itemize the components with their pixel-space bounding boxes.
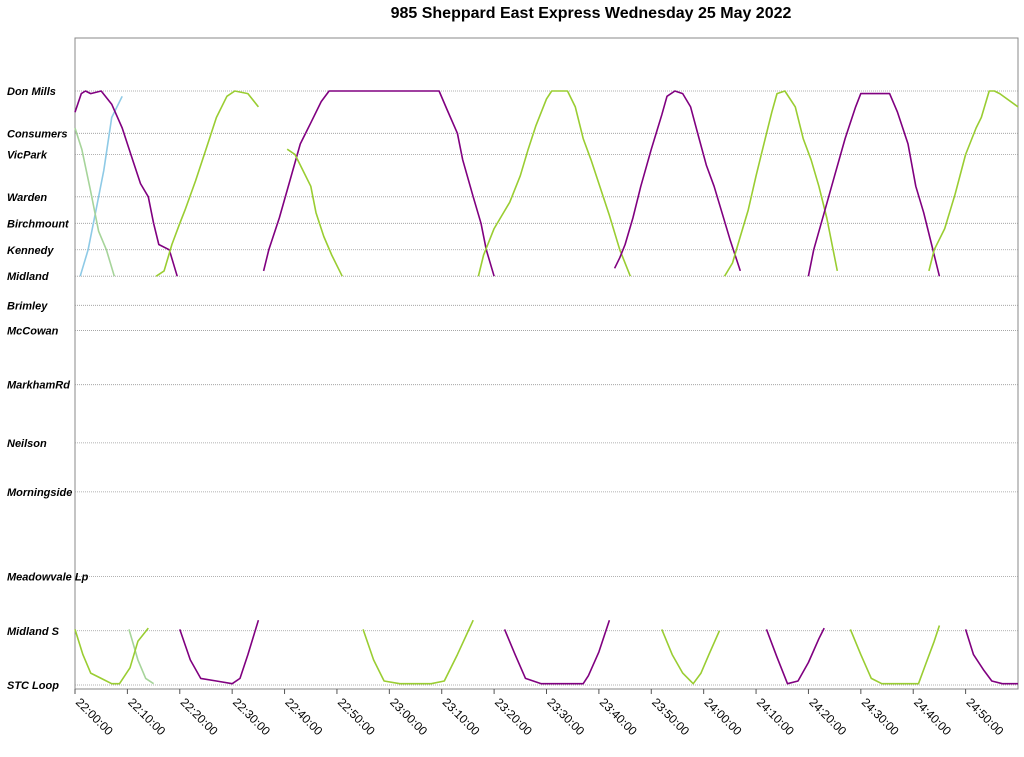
trip-line-8 [286,148,343,277]
trip-line-19 [928,90,1019,272]
x-tick-label: 22:10:00 [125,695,168,738]
trip-line-12 [613,90,742,272]
grid-lines [75,90,1018,686]
x-tick-label: 23:50:00 [649,695,692,738]
y-tick-label: Birchmount [7,218,70,230]
y-tick-label: Brimley [7,300,48,312]
y-tick-label: Consumers [7,128,68,140]
trip-line-0 [79,95,123,277]
trip-line-16 [807,92,941,277]
x-tick-label: 23:40:00 [597,695,640,738]
x-tick-label: 24:10:00 [754,695,797,738]
trip-line-14 [765,627,825,685]
x-tick-label: 23:00:00 [387,695,430,738]
trip-line-7 [262,90,495,277]
x-tick-label: 23:30:00 [544,695,587,738]
x-tick-label: 22:30:00 [230,695,273,738]
x-tick-label: 22:50:00 [335,695,378,738]
y-tick-label: Midland S [7,626,60,638]
x-tick-label: 22:00:00 [73,695,116,738]
plot-area-border [74,37,1019,690]
trip-line-17 [849,625,941,685]
trip-line-13 [661,629,721,685]
trip-line-2 [128,629,155,685]
trip-line-15 [723,90,839,277]
y-tick-label: Kennedy [7,245,54,257]
y-tick-label: Neilson [7,438,47,450]
x-tick-label: 24:40:00 [911,695,954,738]
y-tick-label: McCowan [7,325,59,337]
chart-title: 985 Sheppard East Express Wednesday 25 M… [390,5,792,22]
trip-line-11 [477,90,632,277]
y-tick-label: Morningside [7,487,72,499]
trip-line-18 [964,629,1018,685]
series-lines [74,90,1019,685]
y-axis-labels: Don Mills Consumers VicPark Warden Birchmoun… [7,86,89,692]
trip-line-5 [179,619,260,685]
trip-line-10 [503,619,611,685]
y-tick-label: Don Mills [7,86,56,98]
x-tick-label: 23:20:00 [492,695,535,738]
x-tick-label: 24:50:00 [963,695,1006,738]
trip-line-6 [155,90,260,277]
x-tick-label: 24:30:00 [859,695,902,738]
x-tick-label: 23:10:00 [440,695,483,738]
y-tick-label: STC Loop [7,680,59,692]
y-tick-label: Warden [7,192,47,204]
trip-line-3 [74,90,178,277]
y-tick-label: MarkhamRd [7,380,70,392]
x-tick-label: 22:20:00 [178,695,221,738]
y-tick-label: Midland [7,271,49,283]
trip-line-1 [74,127,116,277]
y-tick-label: Meadowvale Lp [7,572,89,584]
x-axis-ticks: 22:00:00 22:10:00 22:20:00 22:30:00 22:40:00… [73,689,1007,738]
x-tick-label: 22:40:00 [282,695,325,738]
y-tick-label: VicPark [7,150,48,162]
trip-line-9 [362,619,474,685]
x-tick-label: 24:00:00 [702,695,745,738]
trip-line-4 [74,627,149,685]
x-tick-label: 24:20:00 [806,695,849,738]
